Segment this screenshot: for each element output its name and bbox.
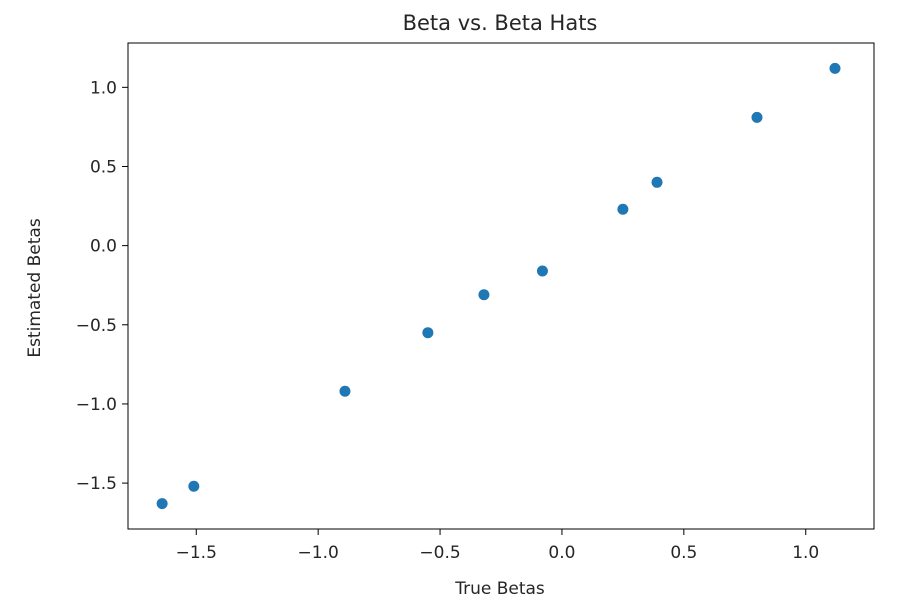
x-axis-label: True Betas [454,579,545,599]
chart-title: Beta vs. Beta Hats [403,11,598,35]
scatter-point [829,62,841,74]
scatter-point [751,111,763,123]
scatter-point [339,385,351,397]
scatter-point [422,327,434,339]
plot-area-frame [127,42,875,530]
scatter-point [651,176,663,188]
scatter-point [617,203,629,215]
x-tick-label: 0.0 [548,543,575,563]
scatter-point [188,480,200,492]
x-tick-label: −1.5 [176,543,217,563]
x-tick-label: −0.5 [419,543,460,563]
y-axis-label: Estimated Betas [25,218,45,357]
scatter-point [536,265,548,277]
y-axis-ticks: −1.5 −1.0 −0.5 0.0 0.5 1.0 [76,78,128,494]
x-tick-label: −1.0 [298,543,339,563]
y-tick-label: −0.5 [76,316,117,336]
scatter-point [156,498,168,510]
data-points [156,62,841,510]
x-axis-ticks: −1.5 −1.0 −0.5 0.0 0.5 1.0 [176,529,819,563]
scatter-point [478,289,490,301]
y-tick-label: 0.0 [90,237,117,257]
y-tick-label: 0.5 [90,157,117,177]
x-tick-label: 1.0 [792,543,819,563]
y-tick-label: 1.0 [90,78,117,98]
y-tick-label: −1.5 [76,474,117,494]
x-tick-label: 0.5 [670,543,697,563]
y-tick-label: −1.0 [76,395,117,415]
